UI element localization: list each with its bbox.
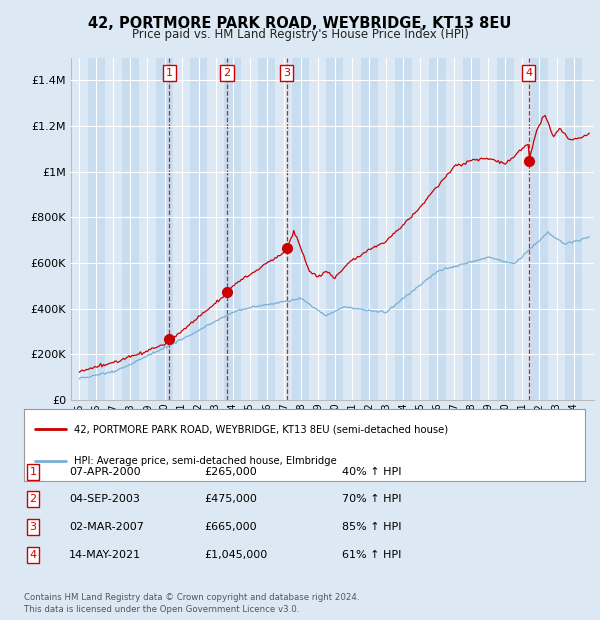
Bar [224,58,241,400]
Text: Contains HM Land Registry data © Crown copyright and database right 2024.: Contains HM Land Registry data © Crown c… [24,593,359,603]
Text: 1: 1 [29,467,37,477]
Text: 3: 3 [29,522,37,532]
Text: £265,000: £265,000 [204,467,257,477]
Text: Price paid vs. HM Land Registry's House Price Index (HPI): Price paid vs. HM Land Registry's House … [131,28,469,41]
Bar [395,58,412,400]
Text: 70% ↑ HPI: 70% ↑ HPI [342,494,401,504]
Text: 40% ↑ HPI: 40% ↑ HPI [342,467,401,477]
Text: This data is licensed under the Open Government Licence v3.0.: This data is licensed under the Open Gov… [24,606,299,614]
Text: 2: 2 [224,68,230,78]
Bar [156,58,173,400]
Bar [497,58,514,400]
Text: £665,000: £665,000 [204,522,257,532]
Bar [190,58,207,400]
Bar [463,58,480,400]
Text: 2: 2 [29,494,37,504]
Bar [326,58,343,400]
Bar [258,58,275,400]
Text: 42, PORTMORE PARK ROAD, WEYBRIDGE, KT13 8EU: 42, PORTMORE PARK ROAD, WEYBRIDGE, KT13 … [88,16,512,31]
Text: 02-MAR-2007: 02-MAR-2007 [69,522,144,532]
Text: £475,000: £475,000 [204,494,257,504]
Text: 4: 4 [29,550,37,560]
Text: 1: 1 [166,68,173,78]
Bar [122,58,139,400]
Text: 07-APR-2000: 07-APR-2000 [69,467,140,477]
Bar [428,58,446,400]
Text: 42, PORTMORE PARK ROAD, WEYBRIDGE, KT13 8EU (semi-detached house): 42, PORTMORE PARK ROAD, WEYBRIDGE, KT13 … [74,424,449,434]
Text: 4: 4 [525,68,532,78]
Bar [292,58,310,400]
Bar [565,58,582,400]
Bar [88,58,105,400]
Text: HPI: Average price, semi-detached house, Elmbridge: HPI: Average price, semi-detached house,… [74,456,337,466]
Text: 61% ↑ HPI: 61% ↑ HPI [342,550,401,560]
Text: 85% ↑ HPI: 85% ↑ HPI [342,522,401,532]
Text: 04-SEP-2003: 04-SEP-2003 [69,494,140,504]
Bar [361,58,377,400]
Text: 3: 3 [283,68,290,78]
Bar [531,58,548,400]
Text: £1,045,000: £1,045,000 [204,550,267,560]
Text: 14-MAY-2021: 14-MAY-2021 [69,550,141,560]
